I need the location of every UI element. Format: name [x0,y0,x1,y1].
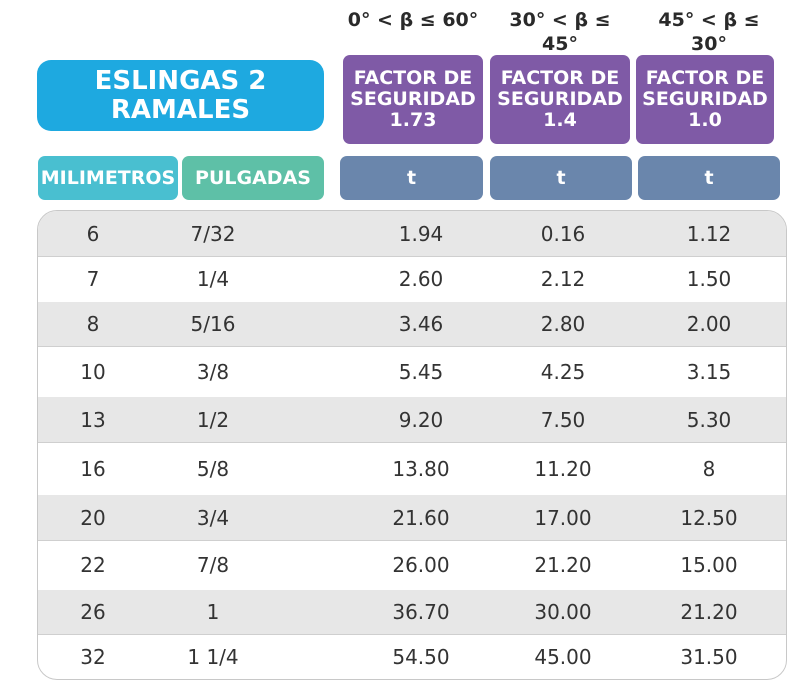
cell-capacity-30: 1.50 [686,267,732,291]
safety-factor-header-2: FACTOR DE SEGURIDAD 1.4 [490,55,630,144]
cell-capacity-60: 5.45 [398,359,444,384]
factor-line-1: FACTOR DE [353,67,473,89]
cell-capacity-60: 54.50 [392,644,450,669]
cell-capacity-60: 21.60 [392,505,450,530]
load-table: 6 7/32 1.94 0.16 1.12 7 1/4 2.60 2.12 1.50 8 5/16 3.… [37,210,787,680]
table-row: 20 3/4 21.60 17.00 12.50 [38,495,786,541]
cell-inches: 7/32 [190,221,236,246]
angle-label-3: 45° < β ≤ 30° [658,9,760,55]
angle-label-2: 30° < β ≤ 45° [509,9,611,55]
factor-line-2: SEGURIDAD [350,88,476,110]
cell-inches: 1 [206,600,220,624]
cell-millimeters: 13 [80,407,106,432]
cell-capacity-30: 8 [702,456,716,481]
cell-inches: 5/16 [190,312,236,336]
cell-inches: 1/4 [196,267,230,291]
cell-capacity-60: 2.60 [398,267,444,291]
cell-capacity-30: 21.20 [680,600,738,624]
table-row: 16 5/8 13.80 11.20 8 [38,442,786,496]
cell-inches: 5/8 [196,456,230,481]
title-line-2: RAMALES [110,94,251,125]
factor-value: 1.73 [389,109,437,131]
cell-millimeters: 10 [80,359,106,384]
table-row: 7 1/4 2.60 2.12 1.50 [38,256,786,303]
cell-capacity-30: 31.50 [680,644,738,669]
safety-factor-header-1: FACTOR DE SEGURIDAD 1.73 [343,55,483,144]
cell-capacity-45: 17.00 [534,505,592,530]
cell-capacity-60: 1.94 [398,221,444,246]
unit-header-2: t [490,156,632,200]
cell-capacity-30: 2.00 [686,312,732,336]
cell-inches: 7/8 [196,553,230,577]
inches-header: PULGADAS [182,156,324,200]
cell-capacity-45: 7.50 [540,407,586,432]
cell-capacity-45: 2.12 [540,267,586,291]
cell-inches: 1 1/4 [187,644,239,669]
safety-factor-header-3: FACTOR DE SEGURIDAD 1.0 [636,55,774,144]
unit-header-1: t [340,156,483,200]
cell-capacity-45: 30.00 [534,600,592,624]
cell-capacity-45: 45.00 [534,644,592,669]
factor-line-1: FACTOR DE [645,67,765,89]
cell-capacity-45: 11.20 [534,456,592,481]
cell-millimeters: 22 [80,553,106,577]
table-row: 22 7/8 26.00 21.20 15.00 [38,540,786,591]
cell-millimeters: 8 [86,312,100,336]
factor-line-2: SEGURIDAD [497,88,623,110]
table-row: 10 3/8 5.45 4.25 3.15 [38,346,786,398]
cell-capacity-30: 12.50 [680,505,738,530]
cell-millimeters: 7 [86,267,100,291]
cell-capacity-30: 15.00 [680,553,738,577]
factor-line-2: SEGURIDAD [642,88,768,110]
cell-millimeters: 32 [80,644,106,669]
cell-capacity-30: 1.12 [686,221,732,246]
cell-millimeters: 6 [86,221,100,246]
cell-millimeters: 20 [80,505,106,530]
title-line-1: ESLINGAS 2 [94,65,267,96]
cell-capacity-60: 9.20 [398,407,444,432]
cell-capacity-45: 0.16 [540,221,586,246]
cell-capacity-30: 5.30 [686,407,732,432]
table-row: 13 1/2 9.20 7.50 5.30 [38,397,786,443]
factor-value: 1.0 [688,109,722,131]
cell-capacity-60: 26.00 [392,553,450,577]
cell-capacity-45: 2.80 [540,312,586,336]
table-row: 32 1 1/4 54.50 45.00 31.50 [38,634,786,679]
title-banner: ESLINGAS 2 RAMALES [37,60,324,131]
factor-value: 1.4 [543,109,577,131]
cell-inches: 1/2 [196,407,230,432]
cell-millimeters: 26 [80,600,106,624]
unit-header-3: t [638,156,780,200]
millimeters-header: MILIMETROS [38,156,178,200]
table-row: 26 1 36.70 30.00 21.20 [38,590,786,635]
cell-capacity-45: 4.25 [540,359,586,384]
cell-capacity-30: 3.15 [686,359,732,384]
cell-capacity-45: 21.20 [534,553,592,577]
angle-label-1: 0° < β ≤ 60° [347,9,479,31]
cell-millimeters: 16 [80,456,106,481]
factor-line-1: FACTOR DE [500,67,620,89]
table-row: 8 5/16 3.46 2.80 2.00 [38,302,786,347]
table-row: 6 7/32 1.94 0.16 1.12 [38,211,786,257]
cell-inches: 3/8 [196,359,230,384]
cell-capacity-60: 3.46 [398,312,444,336]
cell-inches: 3/4 [196,505,230,530]
cell-capacity-60: 13.80 [392,456,450,481]
cell-capacity-60: 36.70 [392,600,450,624]
